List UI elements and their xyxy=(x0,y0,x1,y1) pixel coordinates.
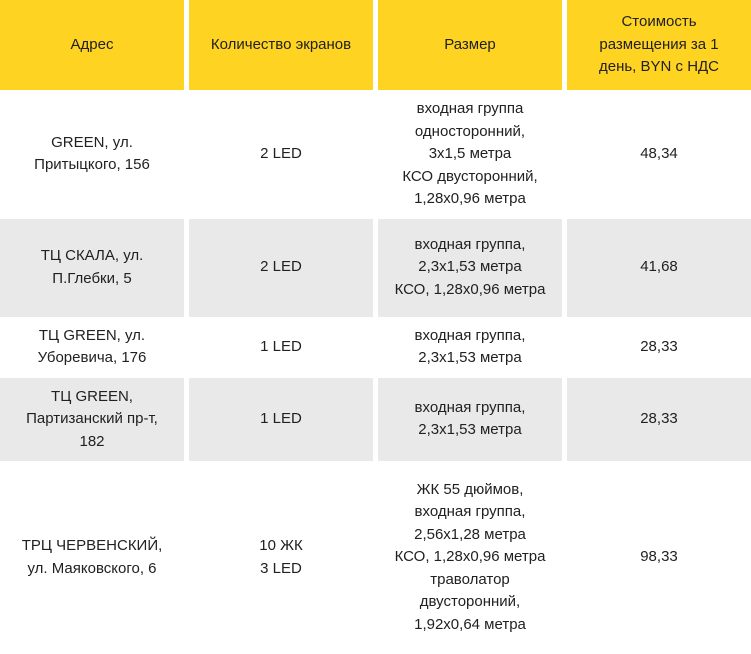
cell-size: ЖК 55 дюймов, входная группа, 2,56х1,28 … xyxy=(378,461,562,654)
cell-size: входная группа, 2,3х1,53 метра xyxy=(378,316,562,378)
cell-price: 28,33 xyxy=(567,316,751,378)
cell-price: 48,34 xyxy=(567,90,751,219)
cell-screens: 1 LED xyxy=(189,316,373,378)
cell-screens: 2 LED xyxy=(189,90,373,219)
cell-address: ТЦ GREEN, Партизанский пр-т, 182 xyxy=(0,377,184,461)
cell-price: 98,33 xyxy=(567,461,751,654)
cell-screens: 2 LED xyxy=(189,218,373,317)
cell-address: ТЦ СКАЛА, ул. П.Глебки, 5 xyxy=(0,218,184,317)
cell-address: ТЦ GREEN, ул. Уборевича, 176 xyxy=(0,316,184,378)
table-row: ТРЦ ЧЕРВЕНСКИЙ, ул. Маяковского, 6 10 ЖК… xyxy=(0,461,751,654)
cell-address: GREEN, ул. Притыцкого, 156 xyxy=(0,90,184,219)
cell-price: 41,68 xyxy=(567,218,751,317)
cell-screens: 1 LED xyxy=(189,377,373,461)
cell-screens: 10 ЖК 3 LED xyxy=(189,461,373,654)
cell-size: входная группа односторонний, 3х1,5 метр… xyxy=(378,90,562,219)
table-row: ТЦ GREEN, Партизанский пр-т, 182 1 LED в… xyxy=(0,377,751,461)
cell-price: 28,33 xyxy=(567,377,751,461)
header-cell-screens: Количество экранов xyxy=(189,0,373,90)
header-cell-address: Адрес xyxy=(0,0,184,90)
cell-size: входная группа, 2,3х1,53 метра КСО, 1,28… xyxy=(378,218,562,317)
table-row: ТЦ СКАЛА, ул. П.Глебки, 5 2 LED входная … xyxy=(0,218,751,317)
cell-address: ТРЦ ЧЕРВЕНСКИЙ, ул. Маяковского, 6 xyxy=(0,461,184,654)
table-row: ТЦ GREEN, ул. Уборевича, 176 1 LED входн… xyxy=(0,316,751,378)
table-header-row: Адрес Количество экранов Размер Стоимост… xyxy=(0,0,751,90)
header-cell-price: Стоимость размещения за 1 день, BYN с НД… xyxy=(567,0,751,90)
cell-size: входная группа, 2,3х1,53 метра xyxy=(378,377,562,461)
table-row: GREEN, ул. Притыцкого, 156 2 LED входная… xyxy=(0,90,751,219)
header-cell-size: Размер xyxy=(378,0,562,90)
